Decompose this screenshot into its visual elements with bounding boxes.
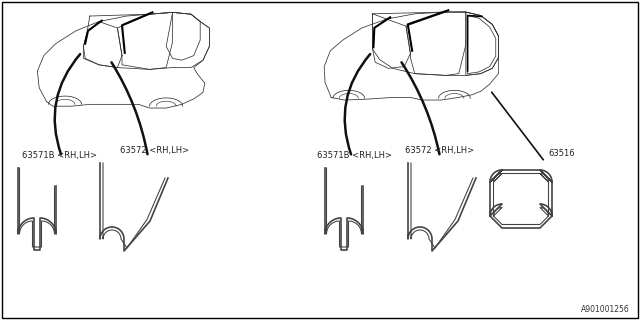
Text: 63572 <RH,LH>: 63572 <RH,LH> <box>120 146 189 155</box>
Text: A901001256: A901001256 <box>581 305 630 314</box>
Text: 63516: 63516 <box>548 149 575 158</box>
Text: 63572 <RH,LH>: 63572 <RH,LH> <box>405 146 474 155</box>
Text: 63571B <RH,LH>: 63571B <RH,LH> <box>317 151 392 160</box>
Text: 63571B <RH,LH>: 63571B <RH,LH> <box>22 151 97 160</box>
